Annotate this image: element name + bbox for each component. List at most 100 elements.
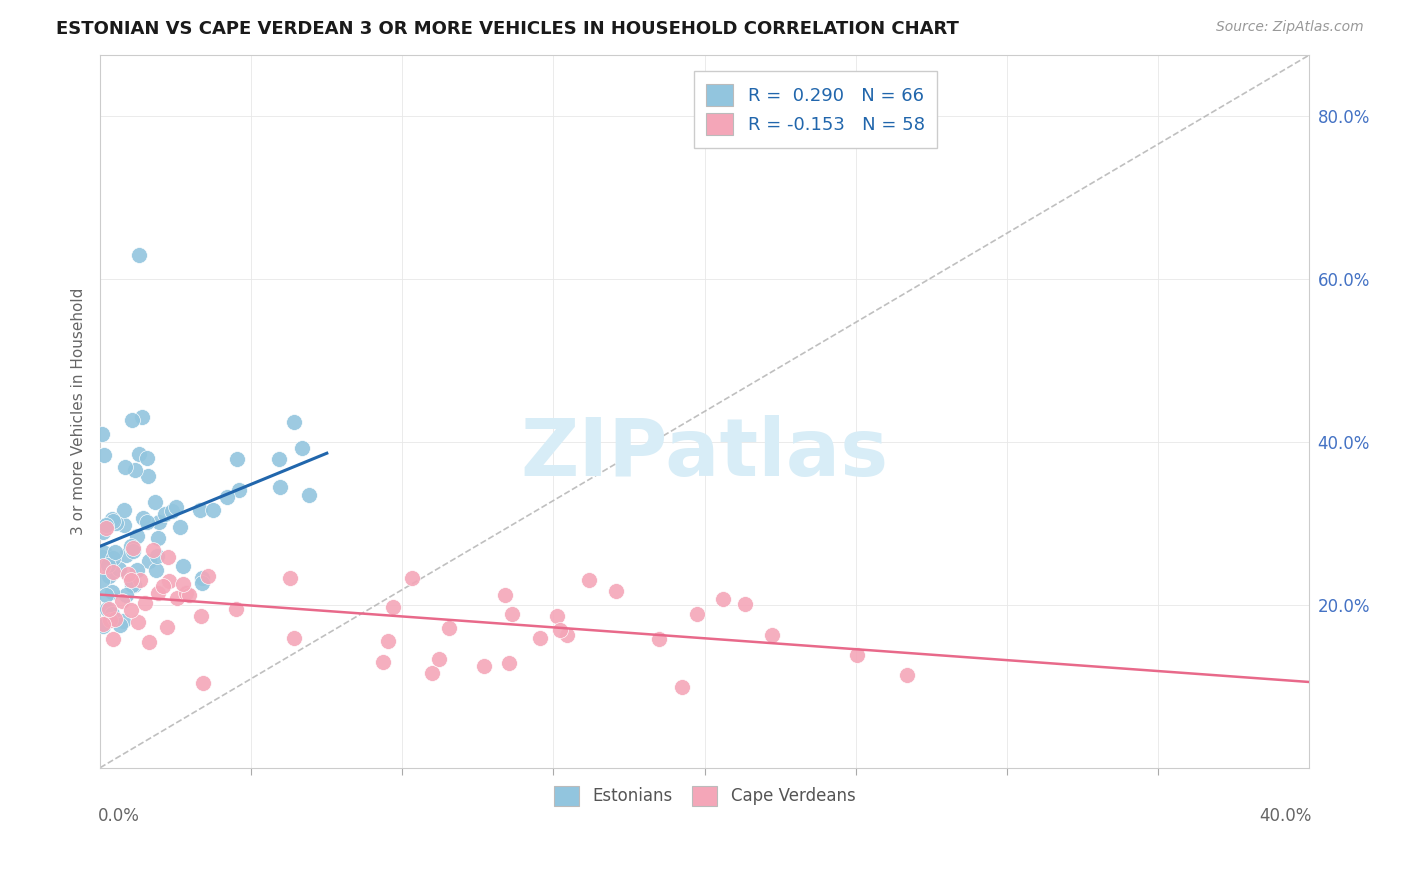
Point: [578, 573, 600, 587]
Point: [120, 602, 142, 616]
Point: [101, 585, 124, 599]
Point: [131, 511, 153, 525]
Point: [269, 480, 291, 494]
Point: [225, 601, 247, 615]
Point: [529, 631, 551, 645]
Point: [165, 500, 187, 514]
Point: [190, 576, 212, 591]
Point: [153, 508, 176, 522]
Point: [101, 512, 124, 526]
Point: [120, 573, 142, 587]
Point: [131, 409, 153, 424]
Point: [156, 620, 179, 634]
Point: [138, 554, 160, 568]
Point: [115, 548, 138, 562]
Point: [108, 562, 131, 576]
Point: [420, 666, 443, 681]
Point: [145, 563, 167, 577]
Point: [157, 574, 180, 588]
Point: [135, 450, 157, 465]
Point: [111, 594, 134, 608]
Point: [91, 525, 114, 540]
Point: [93, 448, 115, 462]
Point: [94, 546, 117, 560]
Point: [734, 597, 756, 611]
Point: [188, 503, 211, 517]
Point: [896, 667, 918, 681]
Point: [152, 579, 174, 593]
Point: [290, 442, 312, 456]
Point: [103, 612, 125, 626]
Point: [129, 573, 152, 587]
Point: [377, 633, 399, 648]
Point: [97, 568, 120, 582]
Point: [98, 613, 121, 627]
Point: [134, 596, 156, 610]
Point: [148, 516, 170, 530]
Point: [136, 515, 159, 529]
Point: [686, 607, 709, 622]
Point: [136, 469, 159, 483]
Point: [671, 680, 693, 694]
Point: [91, 619, 114, 633]
Point: [174, 586, 197, 600]
Point: [112, 517, 135, 532]
Point: [156, 549, 179, 564]
Point: [298, 488, 321, 502]
Point: [115, 588, 138, 602]
Point: [127, 529, 149, 543]
Point: [169, 519, 191, 533]
Point: [103, 545, 125, 559]
Point: [648, 632, 671, 647]
Point: [172, 558, 194, 573]
Point: [128, 447, 150, 461]
Point: [172, 576, 194, 591]
Point: [103, 514, 125, 528]
Point: [190, 609, 212, 624]
Point: [117, 567, 139, 582]
Point: [177, 588, 200, 602]
Point: [498, 656, 520, 670]
Point: [127, 615, 149, 629]
Point: [104, 516, 127, 531]
Point: [191, 571, 214, 585]
Legend: Estonians, Cape Verdeans: Estonians, Cape Verdeans: [547, 779, 862, 813]
Point: [101, 550, 124, 565]
Point: [101, 565, 124, 579]
Point: [548, 623, 571, 637]
Point: [114, 460, 136, 475]
Point: [143, 494, 166, 508]
Point: [472, 659, 495, 673]
Point: [103, 632, 125, 647]
Point: [501, 607, 523, 622]
Point: [122, 541, 145, 556]
Point: [278, 571, 301, 585]
Text: ZIPatlas: ZIPatlas: [520, 415, 889, 493]
Point: [91, 616, 114, 631]
Text: 0.0%: 0.0%: [97, 807, 139, 825]
Text: Source: ZipAtlas.com: Source: ZipAtlas.com: [1216, 20, 1364, 34]
Point: [120, 540, 142, 554]
Point: [127, 563, 149, 577]
Point: [91, 559, 114, 574]
Point: [138, 634, 160, 648]
Point: [555, 628, 578, 642]
Point: [146, 586, 169, 600]
Point: [94, 521, 117, 535]
Point: [166, 591, 188, 605]
Point: [711, 592, 734, 607]
Point: [373, 655, 395, 669]
Point: [124, 463, 146, 477]
Point: [146, 549, 169, 563]
Point: [283, 631, 305, 645]
Point: [121, 544, 143, 558]
Point: [98, 602, 121, 616]
Point: [96, 518, 118, 533]
Point: [96, 517, 118, 532]
Point: [546, 608, 568, 623]
Point: [437, 621, 460, 635]
Point: [283, 415, 305, 429]
Point: [197, 569, 219, 583]
Point: [269, 451, 291, 466]
Point: [427, 652, 450, 666]
